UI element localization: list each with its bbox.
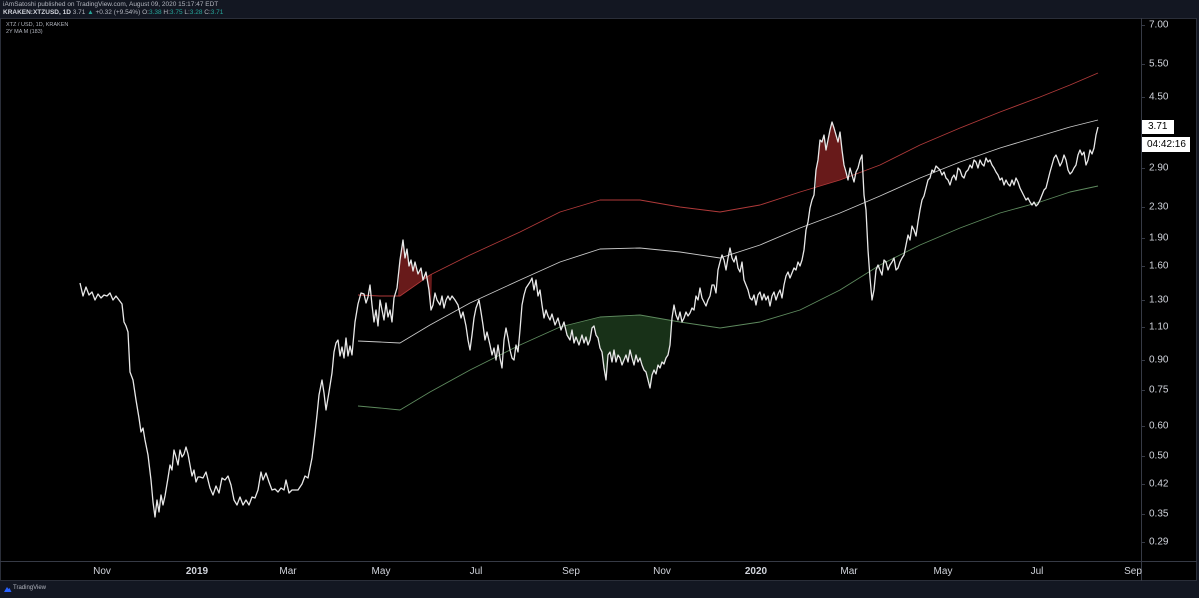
price-tick-label: 1.30 — [1149, 294, 1169, 306]
time-tick-label: May — [371, 566, 391, 577]
2y-ma-183--line — [357, 119, 1099, 344]
price-tick-mark — [1141, 168, 1145, 169]
footer: TradingView — [0, 581, 1199, 598]
high-label: H: — [163, 9, 170, 16]
price-tick-label: 0.60 — [1149, 420, 1169, 432]
price-tick-label: 1.90 — [1149, 232, 1169, 244]
price-axis-border — [1141, 18, 1142, 581]
time-tick-label: 2019 — [185, 566, 209, 577]
price-tick-label: 7.00 — [1149, 19, 1169, 31]
time-tick-label: Nov — [653, 566, 671, 577]
time-tick-label: 2020 — [744, 566, 768, 577]
series-lines — [79, 72, 1099, 518]
series-title: XTZ / USD, 1D, KRAKEN — [6, 22, 69, 28]
overbought-zone-may-2019-fill — [398, 240, 432, 310]
high-value: 3.75 — [169, 9, 183, 16]
price-tick-label: 0.50 — [1149, 450, 1169, 462]
price-tick-mark — [1141, 238, 1145, 239]
close-value: 3.71 — [210, 9, 224, 16]
ohlc-line: KRAKEN:XTZUSD, 1D 3.71 ▲ +0.32 (+9.54%) … — [3, 9, 223, 16]
price-tick-mark — [1141, 390, 1145, 391]
time-axis-border — [0, 561, 1197, 562]
up-arrow-icon: ▲ — [87, 9, 94, 16]
open-value: 3.38 — [148, 9, 162, 16]
price-tick-mark — [1141, 327, 1145, 328]
oversold-zone-oct-2019-fill — [566, 315, 672, 388]
time-tick-label: May — [933, 566, 953, 577]
current-price-label: 3.71 — [1142, 120, 1174, 134]
price-tick-mark — [1141, 207, 1145, 208]
price-tick-mark — [1141, 266, 1145, 267]
band-fills — [398, 122, 848, 388]
chart-legend[interactable]: XTZ / USD, 1D, KRAKEN 2Y MA M (183) — [6, 22, 68, 36]
price-tick-label: 5.50 — [1149, 58, 1169, 70]
last-price: 3.71 — [72, 9, 86, 16]
time-tick-label: Jul — [469, 566, 483, 577]
price-tick-label: 0.90 — [1149, 354, 1169, 366]
time-tick-label: Mar — [279, 566, 297, 577]
time-tick-label: Jul — [1030, 566, 1044, 577]
price-tick-mark — [1141, 542, 1145, 543]
symbol-label: KRAKEN:XTZUSD, 1D — [3, 9, 71, 16]
2y-ma-lower-band-line — [357, 185, 1099, 411]
price-tick-mark — [1141, 426, 1145, 427]
price-tick-mark — [1141, 25, 1145, 26]
price-tick-mark — [1141, 456, 1145, 457]
price-tick-mark — [1141, 97, 1145, 98]
price-tick-label: 0.75 — [1149, 384, 1169, 396]
price-tick-label: 0.42 — [1149, 478, 1169, 490]
xtz-usd-close-line — [79, 121, 1099, 518]
published-by-line: iAmSatoshi published on TradingView.com,… — [3, 1, 219, 8]
price-tick-mark — [1141, 514, 1145, 515]
2y-ma-upper-band-line — [357, 72, 1099, 297]
price-tick-label: 2.30 — [1149, 201, 1169, 213]
time-tick-label: Nov — [93, 566, 111, 577]
price-tick-mark — [1141, 360, 1145, 361]
bar-countdown-label: 04:42:16 — [1142, 137, 1190, 152]
price-tick-label: 0.35 — [1149, 508, 1169, 520]
low-value: 3.28 — [189, 9, 203, 16]
publish-header: iAmSatoshi published on TradingView.com,… — [0, 0, 1199, 18]
tradingview-brand: TradingView — [13, 585, 47, 591]
price-tick-mark — [1141, 64, 1145, 65]
price-tick-label: 1.10 — [1149, 321, 1169, 333]
time-tick-label: Sep — [1124, 566, 1142, 577]
indicator-title[interactable]: 2Y MA M (183) — [6, 29, 43, 35]
time-tick-label: Mar — [840, 566, 858, 577]
price-tick-label: 0.29 — [1149, 536, 1169, 548]
price-tick-label: 4.50 — [1149, 91, 1169, 103]
time-tick-label: Sep — [562, 566, 580, 577]
price-tick-mark — [1141, 484, 1145, 485]
price-tick-label: 2.90 — [1149, 162, 1169, 174]
low-label: L: — [184, 9, 190, 16]
close-label: C: — [204, 9, 211, 16]
tradingview-cloud-icon — [4, 587, 12, 592]
price-tick-mark — [1141, 300, 1145, 301]
price-change: +0.32 (+9.54%) — [95, 9, 141, 16]
chart-pane[interactable] — [0, 18, 1197, 581]
open-label: O: — [142, 9, 149, 16]
price-tick-label: 1.60 — [1149, 260, 1169, 272]
